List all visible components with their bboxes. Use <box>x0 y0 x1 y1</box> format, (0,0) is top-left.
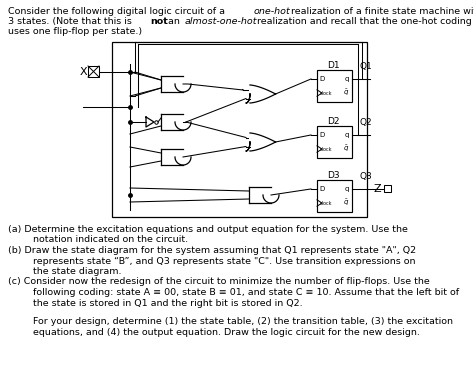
Text: the state is stored in Q1 and the right bit is stored in Q2.: the state is stored in Q1 and the right … <box>33 298 302 307</box>
Bar <box>317 180 352 212</box>
Text: one-hot: one-hot <box>254 7 290 16</box>
Text: X: X <box>80 67 88 77</box>
Text: clock: clock <box>319 90 332 96</box>
Text: q: q <box>345 76 349 82</box>
Text: almost-one-hot: almost-one-hot <box>185 17 257 26</box>
Text: Q1: Q1 <box>360 62 373 70</box>
Text: q: q <box>345 132 349 138</box>
Text: Q2: Q2 <box>360 117 373 126</box>
Bar <box>317 126 352 158</box>
Text: Consider the following digital logic circuit of a: Consider the following digital logic cir… <box>8 7 228 16</box>
Text: For your design, determine (1) the state table, (2) the transition table, (3) th: For your design, determine (1) the state… <box>33 317 453 326</box>
Text: D2: D2 <box>328 117 340 126</box>
Text: equations, and (4) the output equation. Draw the logic circuit for the new desig: equations, and (4) the output equation. … <box>33 328 420 337</box>
Text: following coding: state A ≡ 00, state B ≡ 01, and state C ≡ 10. Assume that the : following coding: state A ≡ 00, state B … <box>33 288 459 297</box>
Text: q: q <box>345 186 349 192</box>
Text: D: D <box>319 132 325 138</box>
Text: notation indicated on the circuit.: notation indicated on the circuit. <box>33 236 188 244</box>
Text: uses one flip-flop per state.): uses one flip-flop per state.) <box>8 27 142 36</box>
Text: clock: clock <box>319 147 332 152</box>
Text: (c) Consider now the redesign of the circuit to minimize the number of flip-flop: (c) Consider now the redesign of the cir… <box>8 278 430 286</box>
Text: D3: D3 <box>328 171 340 180</box>
Text: 3 states. (Note that this is: 3 states. (Note that this is <box>8 17 135 26</box>
Text: Q3: Q3 <box>360 171 373 180</box>
Text: not: not <box>150 17 168 26</box>
Bar <box>88 66 99 77</box>
Text: realization and recall that the one-hot coding: realization and recall that the one-hot … <box>254 17 471 26</box>
Text: $\bar{q}$: $\bar{q}$ <box>343 144 349 154</box>
Text: (b) Draw the state diagram for the system assuming that Q1 represents state "A",: (b) Draw the state diagram for the syste… <box>8 246 416 255</box>
Text: the state diagram.: the state diagram. <box>33 267 121 276</box>
Text: D: D <box>319 76 325 82</box>
Text: represents state “B”, and Q3 represents state "C". Use transition expressions on: represents state “B”, and Q3 represents … <box>33 256 416 265</box>
Text: realization of a finite state machine with: realization of a finite state machine wi… <box>288 7 474 16</box>
Text: (a) Determine the excitation equations and output equation for the system. Use t: (a) Determine the excitation equations a… <box>8 225 408 234</box>
Bar <box>112 42 367 217</box>
Text: Z: Z <box>374 184 382 194</box>
Text: $\bar{q}$: $\bar{q}$ <box>343 88 349 98</box>
Bar <box>384 186 391 192</box>
Text: clock: clock <box>319 201 332 206</box>
Text: D: D <box>319 186 325 192</box>
Text: $\bar{q}$: $\bar{q}$ <box>343 198 349 208</box>
Text: D1: D1 <box>328 62 340 70</box>
Bar <box>317 70 352 102</box>
Text: an: an <box>165 17 183 26</box>
